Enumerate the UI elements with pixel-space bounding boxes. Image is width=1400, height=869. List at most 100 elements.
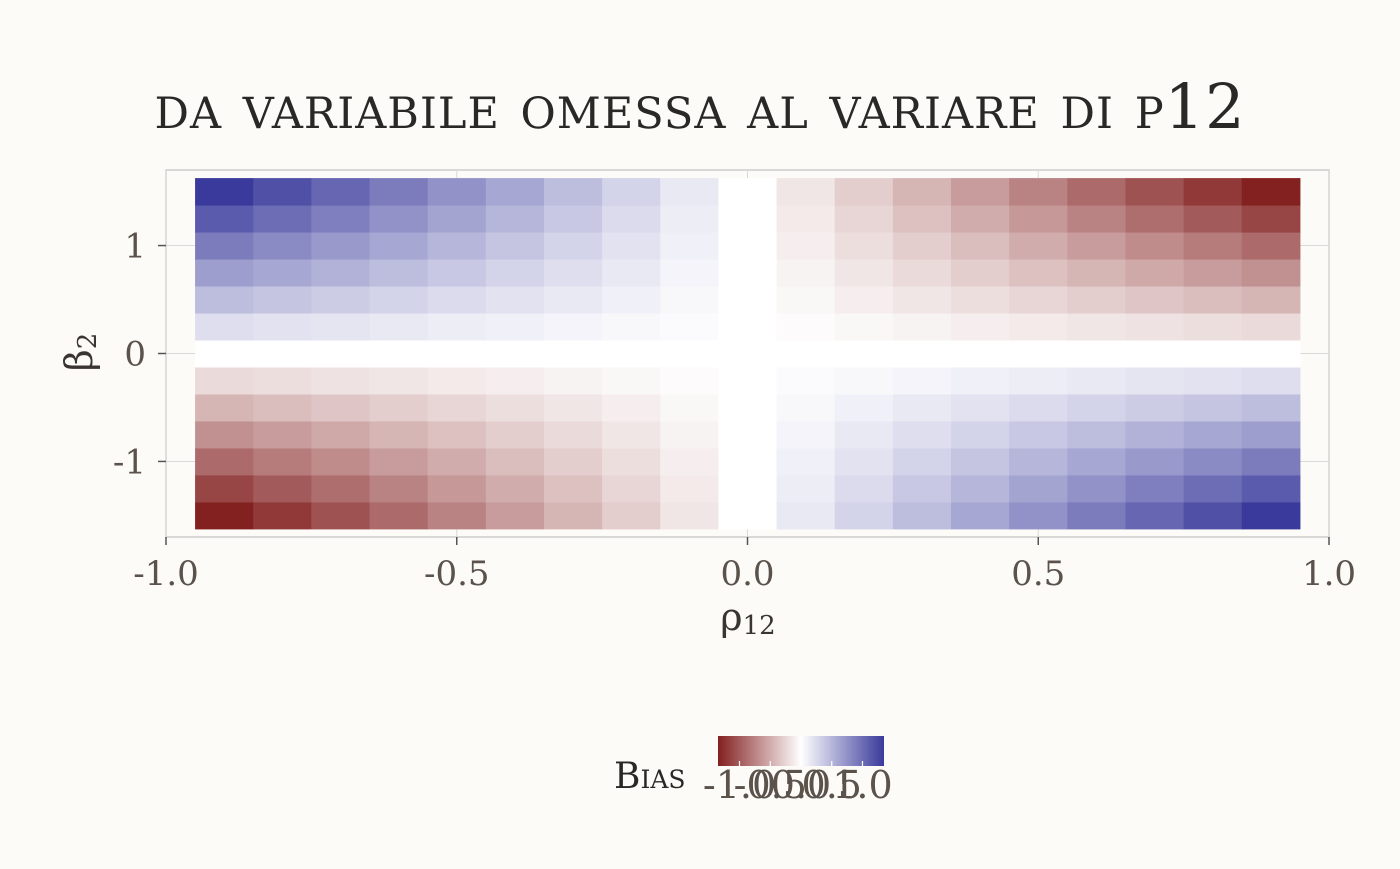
heatmap-cell [776,474,836,503]
heatmap-cell [1183,447,1243,476]
heatmap-cell [195,393,254,422]
heatmap-cell [311,501,371,530]
heatmap-cells [195,178,1301,530]
heatmap-cell [602,393,661,422]
heatmap-cell [776,205,836,233]
heatmap-cell [1009,178,1068,206]
heatmap-cell [718,501,778,530]
heatmap-cell [892,205,952,233]
heatmap-cell [195,286,254,314]
heatmap-cell [1241,178,1301,206]
heatmap-cell [951,447,1010,476]
heatmap-cell [485,259,545,287]
heatmap-cell [1183,501,1243,530]
heatmap-cell [660,366,719,395]
heatmap-cell [311,259,371,287]
heatmap-cell [485,178,545,206]
heatmap-cell [834,313,894,341]
heatmap-cell [1125,286,1185,314]
heatmap-cell [834,366,894,395]
heatmap-cell [1067,340,1126,368]
heatmap-cell [951,259,1010,287]
heatmap-cell [1241,366,1301,395]
heatmap-cell [892,474,952,503]
heatmap-cell [253,474,312,503]
heatmap-cell [776,178,836,206]
heatmap-cell [602,366,661,395]
heatmap-cell [543,474,603,503]
heatmap-cell [776,447,836,476]
y-tick-label: -1 [113,442,146,482]
heatmap-cell [892,286,952,314]
heatmap-cell [1009,205,1068,233]
heatmap-cell [195,420,254,449]
heatmap-cell [602,178,661,206]
heatmap-cell [1009,447,1068,476]
heatmap-cell [602,205,661,233]
heatmap-cell [834,447,894,476]
heatmap-cell [892,393,952,422]
heatmap-cell [369,474,429,503]
heatmap-cell [718,313,778,341]
heatmap-cell [1241,286,1301,314]
heatmap-cell [1183,474,1243,503]
heatmap-cell [951,501,1010,530]
heatmap-cell [602,232,661,260]
heatmap-cell [892,420,952,449]
heatmap-cell [485,447,545,476]
heatmap-cell [1067,313,1126,341]
heatmap-cell [1009,259,1068,287]
heatmap-cell [485,474,545,503]
heatmap-cell [1183,286,1243,314]
x-axis-label-sub: 12 [743,611,776,641]
heatmap-cell [485,420,545,449]
heatmap-cell [660,286,719,314]
heatmap-cell [253,366,312,395]
heatmap-cell [427,393,487,422]
heatmap-cell [1009,340,1068,368]
heatmap-cell [253,286,312,314]
heatmap-cell [1009,313,1068,341]
heatmap-cell [543,340,603,368]
heatmap-cell [660,232,719,260]
heatmap-cell [892,366,952,395]
heatmap-cell [892,340,952,368]
heatmap-cell [369,286,429,314]
x-tick-label: 0.5 [1011,554,1065,594]
heatmap-cell [543,205,603,233]
heatmap-cell [311,232,371,260]
heatmap-cell [660,420,719,449]
heatmap-cell [834,340,894,368]
heatmap-cell [543,366,603,395]
heatmap-cell [369,313,429,341]
heatmap-cell [427,259,487,287]
heatmap-cell [1183,178,1243,206]
heatmap-cell [485,286,545,314]
heatmap-cell [195,232,254,260]
heatmap-cell [1067,259,1126,287]
heatmap-cell [1241,340,1301,368]
heatmap-cell [253,393,312,422]
heatmap-cell [1241,447,1301,476]
heatmap-cell [718,393,778,422]
heatmap-cell [718,340,778,368]
legend-tick-label: 0.0 [771,763,831,807]
heatmap-cell [311,286,371,314]
heatmap-cell [660,447,719,476]
heatmap-cell [485,313,545,341]
heatmap-cell [951,366,1010,395]
heatmap-cell [427,474,487,503]
heatmap-cell [776,259,836,287]
heatmap-cell [951,393,1010,422]
heatmap-cell [718,366,778,395]
heatmap-cell [543,501,603,530]
heatmap-cell [1125,232,1185,260]
heatmap-cell [369,420,429,449]
heatmap-cell [427,447,487,476]
heatmap-cell [718,178,778,206]
heatmap-cell [369,178,429,206]
heatmap-cell [718,259,778,287]
heatmap-cell [1125,313,1185,341]
heatmap-cell [834,393,894,422]
